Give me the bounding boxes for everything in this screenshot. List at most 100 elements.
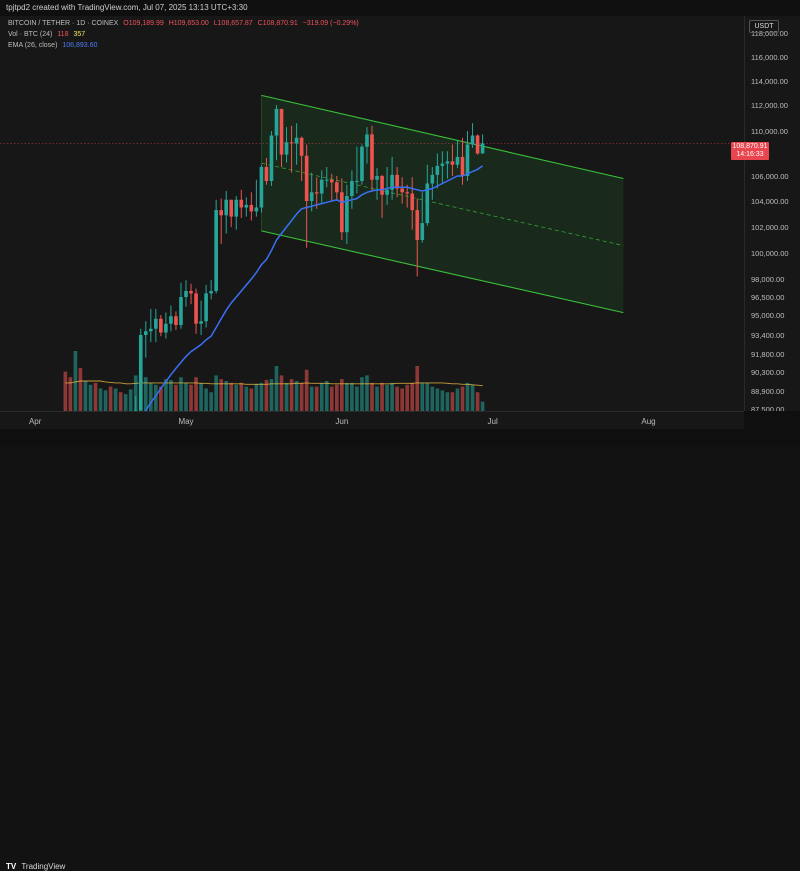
candle: [455, 140, 460, 169]
candle-body: [405, 192, 409, 194]
price-axis[interactable]: 118,000.00 116,000.00 114,000.00 112,000.00…: [744, 16, 800, 414]
candle: [420, 192, 425, 243]
volume-bar: [430, 386, 435, 411]
candle: [229, 199, 234, 227]
symbol-label[interactable]: BITCOIN / TETHER · 1D · COINEX: [8, 20, 119, 27]
countdown-value: 14:16:33: [736, 151, 764, 158]
time-axis[interactable]: Apr May Jun Jul Aug: [0, 411, 744, 430]
candle: [154, 309, 158, 343]
candle-body: [138, 335, 143, 411]
volume-bar: [209, 392, 213, 411]
price-tick-label: 116,000.00: [751, 53, 788, 62]
candle: [138, 328, 143, 416]
candle: [345, 184, 349, 244]
volume-bar: [475, 392, 480, 411]
candle-body: [340, 192, 344, 233]
ema-value: 106,893.60: [62, 42, 98, 49]
ema-legend[interactable]: EMA (26, close) 106,893.60: [8, 42, 100, 49]
candle-body: [420, 223, 425, 240]
candle: [289, 125, 294, 173]
low-value: L108,657.87: [213, 20, 253, 27]
volume-bar: [324, 381, 329, 411]
candle: [249, 192, 254, 221]
volume-bar: [93, 382, 98, 411]
change-value: −319.09 (−0.29%): [302, 20, 359, 27]
candle: [194, 288, 198, 334]
candle: [475, 134, 480, 155]
candle: [199, 300, 203, 335]
price-tick-label: 106,000.00: [751, 172, 789, 181]
volume-bar: [470, 384, 475, 411]
candle: [179, 282, 183, 329]
candle-body: [299, 137, 304, 156]
candle-body: [229, 199, 234, 217]
currency-badge[interactable]: USDT: [749, 20, 779, 33]
channel-lower-line: [261, 230, 624, 314]
volume-bar: [123, 394, 128, 411]
candlestick-chart[interactable]: [0, 16, 744, 577]
candle: [169, 305, 173, 332]
candle: [395, 167, 399, 198]
chart-pane[interactable]: [0, 16, 744, 577]
candle: [304, 144, 309, 248]
volume-bar: [375, 386, 379, 411]
candle: [224, 191, 229, 234]
volume-bar: [269, 379, 274, 411]
volume-bar: [350, 382, 354, 411]
volume-legend[interactable]: Vol · BTC (24) 118 357: [8, 31, 88, 38]
candle: [460, 137, 465, 185]
volume-bar: [264, 380, 269, 411]
volume-bar: [73, 351, 78, 411]
price-axis-labels: 118,000.00 116,000.00 114,000.00 112,000.00…: [751, 29, 789, 414]
candle-body: [450, 161, 455, 165]
candle-body: [435, 165, 440, 175]
candle-body: [269, 135, 274, 181]
volume-bar: [460, 386, 465, 411]
volume-bar: [284, 382, 289, 411]
candle-body: [149, 328, 153, 332]
candle: [314, 177, 319, 209]
volume-bar: [169, 380, 173, 411]
candle-body: [324, 179, 329, 181]
volume-bar: [390, 382, 394, 411]
ema-line: [140, 165, 484, 418]
candle-body: [279, 108, 284, 155]
high-value: H109,653.00: [168, 20, 209, 27]
candle-body: [239, 199, 244, 208]
volume-bar: [415, 366, 420, 411]
time-axis-labels: Apr May Jun Jul Aug: [29, 417, 656, 426]
candle-body: [375, 176, 379, 180]
candle-body: [214, 210, 218, 291]
price-tick-label: 95,000.00: [751, 311, 784, 320]
candle: [219, 198, 223, 244]
volume-bar: [385, 384, 389, 411]
candle-body: [440, 163, 445, 166]
candle-body: [199, 321, 203, 324]
candle-body: [224, 199, 229, 216]
candle: [355, 146, 359, 194]
candle: [385, 167, 389, 205]
candle: [350, 170, 354, 209]
candle-body: [143, 331, 148, 335]
candle-body: [480, 143, 485, 154]
candle: [470, 123, 475, 148]
volume-value-2: 357: [73, 31, 86, 38]
tradingview-logo-text: TradingView: [21, 862, 66, 871]
candle: [375, 168, 379, 200]
candle-body: [174, 316, 178, 325]
volume-bar: [395, 386, 399, 411]
candle: [174, 311, 178, 330]
volume-bar: [149, 382, 153, 411]
price-tick-label: 90,300.00: [751, 368, 784, 377]
candle: [264, 158, 269, 185]
price-tick-label: 98,000.00: [751, 275, 784, 284]
candle: [435, 153, 440, 189]
candle: [234, 196, 239, 230]
candle: [360, 144, 364, 185]
tradingview-logo[interactable]: TV TradingView: [6, 862, 65, 871]
candle-body: [274, 108, 279, 136]
volume-bar: [133, 375, 138, 411]
candle-body: [184, 291, 188, 297]
volume-bar: [68, 377, 73, 411]
candle-body: [355, 181, 359, 182]
